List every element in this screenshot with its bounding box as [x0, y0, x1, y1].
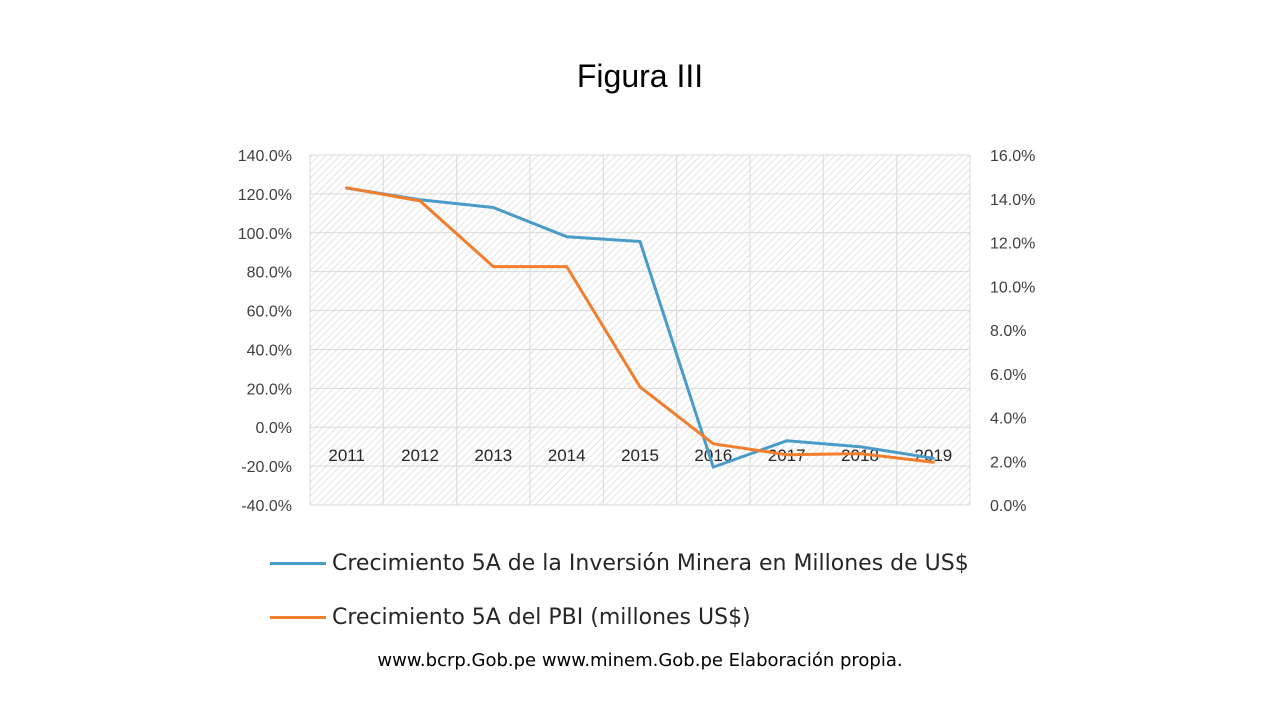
right-tick-label: 6.0% — [990, 367, 1026, 384]
left-axis-ticks: 140.0% 120.0% 100.0% 80.0% 60.0% 40.0% 20.0% 0.… — [238, 148, 292, 515]
left-tick-label: 0.0% — [256, 420, 292, 437]
right-tick-label: 12.0% — [990, 236, 1035, 253]
category-labels: 2011 2012 2013 2014 2015 2016 2017 2018 2019 — [328, 446, 952, 465]
series-lines — [345, 186, 935, 469]
left-tick-label: 140.0% — [238, 148, 292, 165]
page-title: Figura III — [576, 58, 704, 94]
legend-item-pbi: Crecimiento 5A del PBI (millones US$) — [270, 590, 969, 644]
right-tick-label: 4.0% — [990, 411, 1026, 428]
legend-label-inversion: Crecimiento 5A de la Inversión Minera en… — [332, 550, 969, 576]
left-tick-label: 20.0% — [247, 381, 292, 398]
left-tick-label: 80.0% — [247, 265, 292, 282]
left-tick-label: 100.0% — [238, 226, 292, 243]
left-tick-label: 60.0% — [247, 304, 292, 321]
category-label: 2013 — [474, 446, 512, 465]
legend-swatch-pbi — [270, 615, 326, 619]
series-line-pbi — [345, 186, 935, 464]
category-label: 2018 — [841, 446, 879, 465]
category-label: 2014 — [548, 446, 586, 465]
right-tick-label: 2.0% — [990, 454, 1026, 471]
category-label: 2012 — [401, 446, 439, 465]
right-axis-ticks: 16.0% 14.0% 12.0% 10.0% 8.0% 6.0% 4.0% 2.0% 0.0% — [990, 148, 1035, 515]
left-tick-label: 120.0% — [238, 187, 292, 204]
legend-item-inversion: Crecimiento 5A de la Inversión Minera en… — [270, 536, 969, 590]
right-tick-label: 0.0% — [990, 498, 1026, 515]
legend-swatch-inversion — [270, 561, 326, 565]
left-tick-label: -20.0% — [241, 459, 292, 476]
right-tick-label: 16.0% — [990, 148, 1035, 165]
left-tick-label: -40.0% — [241, 498, 292, 515]
source-note: www.bcrp.Gob.pe www.minem.Gob.pe Elabora… — [377, 650, 903, 671]
right-tick-label: 10.0% — [990, 279, 1035, 296]
category-label: 2015 — [621, 446, 659, 465]
legend-label-pbi: Crecimiento 5A del PBI (millones US$) — [332, 604, 751, 630]
series-line-inversion — [345, 186, 935, 469]
category-label: 2016 — [694, 446, 732, 465]
right-tick-label: 14.0% — [990, 192, 1035, 209]
left-tick-label: 40.0% — [247, 342, 292, 359]
category-label: 2011 — [328, 446, 365, 465]
right-tick-label: 8.0% — [990, 323, 1026, 340]
legend: Crecimiento 5A de la Inversión Minera en… — [270, 536, 969, 644]
